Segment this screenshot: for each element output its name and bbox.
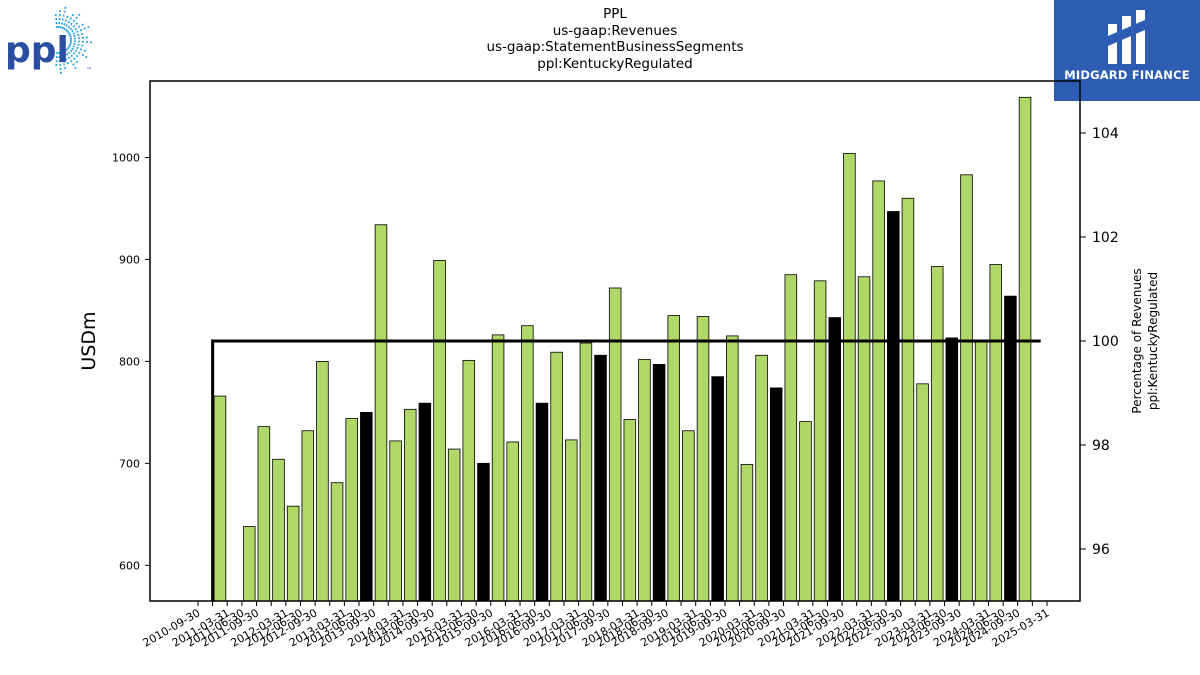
bar	[594, 354, 607, 602]
y2-tick-label: 100	[1092, 334, 1119, 350]
percentage-line	[211, 339, 1041, 601]
bar	[286, 505, 300, 602]
bar	[726, 335, 739, 602]
bar	[652, 364, 666, 602]
title-line: us-gaap:StatementBusinessSegments	[486, 39, 744, 55]
bar	[945, 337, 959, 602]
bar	[682, 430, 695, 602]
bar	[740, 463, 754, 602]
y-tick-label: 900	[119, 253, 140, 266]
bar	[667, 315, 680, 602]
bar	[755, 354, 768, 602]
ppl-ray	[67, 23, 84, 35]
bar	[403, 408, 417, 602]
midgard-emblem-icon	[1108, 10, 1145, 64]
y2-tick-label: 98	[1092, 438, 1110, 454]
bar	[989, 264, 1003, 602]
y-tick-label: 1000	[112, 151, 140, 164]
bar	[521, 325, 534, 602]
bar	[345, 418, 358, 602]
bar	[316, 360, 329, 602]
midgard-finance-text: MIDGARD FINANCE	[1064, 68, 1190, 82]
y2-tick-label: 102	[1092, 230, 1119, 246]
percentage-line-group	[211, 339, 1041, 601]
bar	[462, 359, 476, 602]
bar	[1018, 96, 1032, 602]
bar	[477, 462, 490, 602]
title-line: us-gaap:Revenues	[552, 22, 678, 39]
ppl-sunburst-icon	[54, 6, 92, 74]
bar	[389, 440, 402, 602]
bar	[272, 458, 285, 602]
y-tick-label: 700	[119, 457, 140, 470]
bar	[418, 402, 432, 602]
ppl-ray	[68, 43, 87, 52]
bar	[506, 441, 519, 602]
title-line: PPL	[603, 6, 627, 22]
bar	[960, 174, 973, 602]
chart-title: PPL us-gaap:Revenues us-gaap:StatementBu…	[350, 6, 880, 72]
y-axis-left: 600 700 800 900 1000	[112, 151, 150, 572]
ppl-ray	[65, 48, 79, 64]
y2-tick-label: 96	[1092, 542, 1110, 558]
bar	[711, 376, 724, 602]
bar	[330, 482, 344, 602]
y-axis-label: USDm	[78, 311, 100, 370]
midgard-finance-logo: MIDGARD FINANCE	[1054, 0, 1200, 101]
bar	[213, 395, 227, 602]
bar	[974, 341, 988, 602]
ppl-trademark: ™	[86, 67, 92, 74]
bar	[433, 260, 446, 602]
ppl-logo: ppl ™	[0, 0, 110, 80]
bar	[799, 421, 812, 602]
bar	[857, 276, 871, 602]
bar	[608, 287, 622, 602]
bar	[565, 439, 578, 602]
title-line: ppl:KentuckyRegulated	[537, 55, 693, 72]
bar	[491, 334, 505, 602]
bar	[257, 426, 271, 602]
y-axis-right: 96 98 100 102 104	[1080, 126, 1119, 558]
y2-axis-label-line1: Percentage of Revenues	[1130, 268, 1144, 413]
bar	[901, 197, 915, 602]
ppl-ray	[60, 51, 67, 70]
y2-tick-label: 104	[1092, 126, 1119, 142]
bar	[242, 526, 256, 602]
bar	[579, 342, 593, 602]
y2-axis-label-line2: ppl:KentuckyRegulated	[1146, 272, 1160, 410]
bar	[872, 180, 885, 602]
bar	[535, 402, 549, 602]
ppl-ray	[69, 36, 88, 40]
ppl-ray	[63, 13, 75, 31]
bar	[550, 351, 563, 602]
y-tick-label: 800	[119, 355, 140, 368]
bar	[374, 224, 388, 602]
bar	[813, 280, 827, 602]
bar	[828, 317, 842, 602]
x-axis: 2010-09-302011-03-312011-06-302011-09-30…	[141, 601, 1052, 650]
bar	[360, 411, 373, 602]
bar	[916, 383, 929, 602]
bar	[638, 358, 651, 602]
bar	[930, 266, 944, 602]
ppl-ray	[58, 10, 61, 29]
bars-group	[213, 96, 1032, 602]
bar	[887, 211, 900, 602]
bar	[843, 152, 856, 602]
y-tick-label: 600	[119, 559, 140, 572]
bar	[784, 274, 798, 602]
bar	[301, 430, 315, 602]
ppl-logo-text: ppl	[5, 30, 69, 71]
bar	[769, 387, 783, 602]
bar	[623, 419, 637, 602]
bar	[447, 448, 461, 602]
bar	[696, 316, 710, 602]
